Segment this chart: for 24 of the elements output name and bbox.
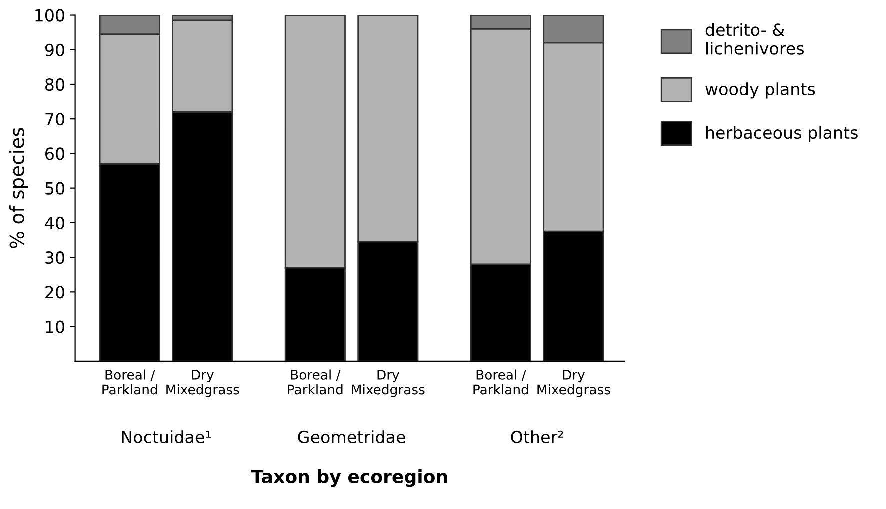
y-tick-label: 80 bbox=[46, 78, 64, 92]
x-tick-label: Dry Mixedgrass bbox=[166, 370, 240, 398]
x-tick-label: Dry Mixedgrass bbox=[352, 370, 425, 398]
y-tick-label: 20 bbox=[46, 286, 64, 299]
y-tick-label: 90 bbox=[45, 44, 64, 56]
text: Other² bbox=[511, 430, 564, 444]
y-tick-label: 50 bbox=[46, 182, 64, 195]
text: Noctuidae¹ bbox=[122, 430, 211, 444]
y-tick-label: 40 bbox=[45, 216, 64, 230]
y-tick-label: 30 bbox=[46, 252, 64, 264]
x-tick-label: Dry Mixedgrass bbox=[538, 370, 610, 398]
legend-label: detrito- & lichenivores bbox=[706, 23, 804, 55]
y-tick-label: 100 bbox=[36, 9, 64, 22]
x-axis-title: Taxon by ecoregion bbox=[251, 469, 448, 488]
x-tick-label: Boreal / Parkland bbox=[102, 370, 158, 395]
y-tick-label: 70 bbox=[46, 113, 64, 126]
text: Geometridae bbox=[298, 430, 406, 444]
x-tick-label: Boreal / Parkland bbox=[288, 370, 343, 395]
y-axis-title: % of species bbox=[9, 128, 28, 248]
x-tick-label: Boreal / Parkland bbox=[474, 370, 528, 395]
legend-label: herbaceous plants bbox=[706, 126, 858, 142]
y-tick-label: 10 bbox=[46, 320, 64, 334]
y-tick-label: 60 bbox=[46, 148, 64, 160]
legend-label: woody plants bbox=[706, 82, 816, 99]
